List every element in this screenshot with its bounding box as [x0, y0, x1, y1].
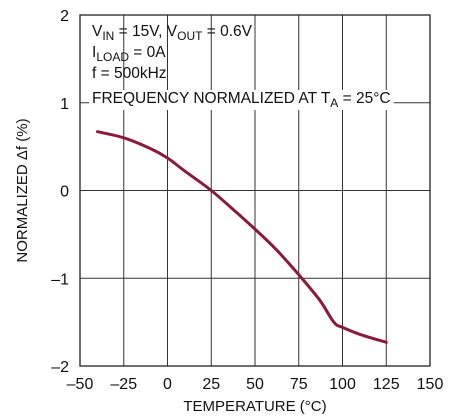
y-axis-label: NORMALIZED Δf (%)	[14, 118, 31, 262]
x-tick-labels: –50 –25 0 25 50 75 100 125 150	[67, 376, 444, 393]
x-tick-label: –50	[67, 376, 94, 393]
annotation-text: f = 500kHz	[92, 65, 167, 82]
annotation-background	[89, 90, 394, 110]
y-tick-label: 2	[60, 8, 69, 25]
y-tick-label: 1	[60, 96, 69, 113]
annotation-subscript: A	[330, 96, 338, 110]
x-tick-label: –25	[110, 376, 137, 393]
annotation-text: = 25°C	[338, 90, 390, 107]
annotation-text: = 0A	[129, 44, 166, 61]
annotation-subscript: OUT	[177, 29, 203, 43]
annotation-text: V	[92, 23, 103, 40]
y-tick-label: –1	[51, 271, 69, 288]
annotation-text: I	[92, 44, 96, 61]
y-tick-labels: –2 –1 0 1 2	[51, 8, 69, 376]
annotation-text: = 0.6V	[202, 23, 252, 40]
x-tick-label: 100	[329, 376, 356, 393]
annotation-line: VIN = 15V, VOUT = 0.6V	[92, 23, 253, 43]
annotation-subscript: LOAD	[96, 50, 129, 64]
x-tick-label: 75	[290, 376, 308, 393]
x-tick-label: 125	[373, 376, 400, 393]
annotation-subscript: IN	[102, 29, 114, 43]
annotation-line: f = 500kHz	[92, 65, 167, 82]
x-tick-label: 0	[163, 376, 172, 393]
y-tick-label: –2	[51, 359, 69, 376]
annotation-text: = 15V, V	[114, 23, 177, 40]
x-tick-label: 150	[417, 376, 444, 393]
annotation-line: FREQUENCY NORMALIZED AT TA = 25°C	[92, 90, 391, 110]
x-tick-label: 50	[246, 376, 264, 393]
series-group	[96, 130, 388, 344]
annotation-text: FREQUENCY NORMALIZED AT T	[92, 90, 331, 107]
x-tick-label: 25	[202, 376, 220, 393]
annotation-line: ILOAD = 0A	[92, 44, 166, 64]
y-tick-label: 0	[60, 184, 69, 201]
series-line	[96, 130, 388, 344]
x-axis-label: TEMPERATURE (°C)	[183, 398, 326, 415]
plot-frame	[79, 14, 431, 367]
